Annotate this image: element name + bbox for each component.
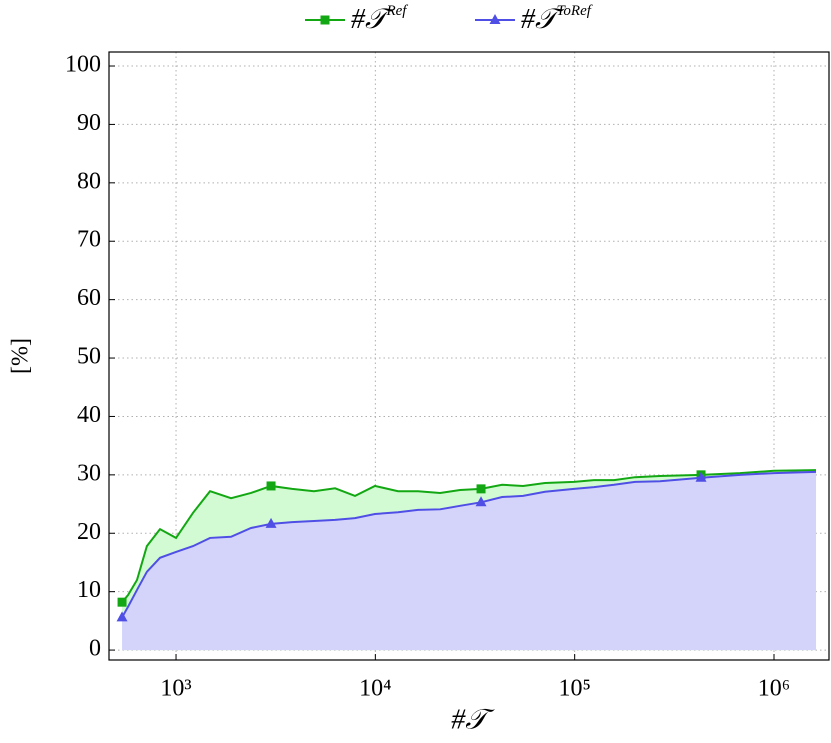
y-tick-label: 30 (77, 460, 101, 486)
x-tick-label: 10⁴ (359, 676, 391, 702)
series-line (121, 470, 817, 618)
marker (116, 611, 128, 622)
marker (475, 496, 487, 507)
legend-label: #𝒯ToRef (521, 3, 593, 35)
series-line (121, 469, 817, 603)
y-axis-label: [%] (8, 338, 34, 374)
x-tick-label: 10³ (160, 676, 191, 702)
legend-label: #𝒯Ref (351, 3, 408, 35)
y-tick-label: 40 (77, 402, 101, 428)
plot-frame (108, 51, 830, 661)
y-tick-label: 60 (77, 285, 101, 311)
marker (266, 481, 276, 491)
y-tick-label: 100 (65, 52, 101, 78)
y-tick-label: 70 (77, 227, 101, 253)
x-tick-label: 10⁶ (758, 676, 790, 702)
y-tick-label: 90 (77, 110, 101, 136)
legend-marker (320, 15, 330, 25)
x-tick-label: 10⁵ (558, 676, 590, 702)
area-fill (122, 471, 817, 651)
y-tick-label: 10 (77, 577, 101, 603)
y-tick-label: 20 (77, 519, 101, 545)
legend-sup: Ref (385, 3, 408, 19)
marker (476, 484, 486, 494)
marker (265, 517, 277, 528)
legend-sup: ToRef (556, 3, 592, 19)
y-tick-label: 80 (77, 168, 101, 194)
y-tick-label: 0 (89, 636, 101, 662)
y-tick-label: 50 (77, 344, 101, 370)
x-axis-label: #𝒯 (451, 704, 495, 735)
legend-marker (489, 14, 501, 24)
marker (695, 471, 707, 482)
marker (117, 597, 127, 607)
